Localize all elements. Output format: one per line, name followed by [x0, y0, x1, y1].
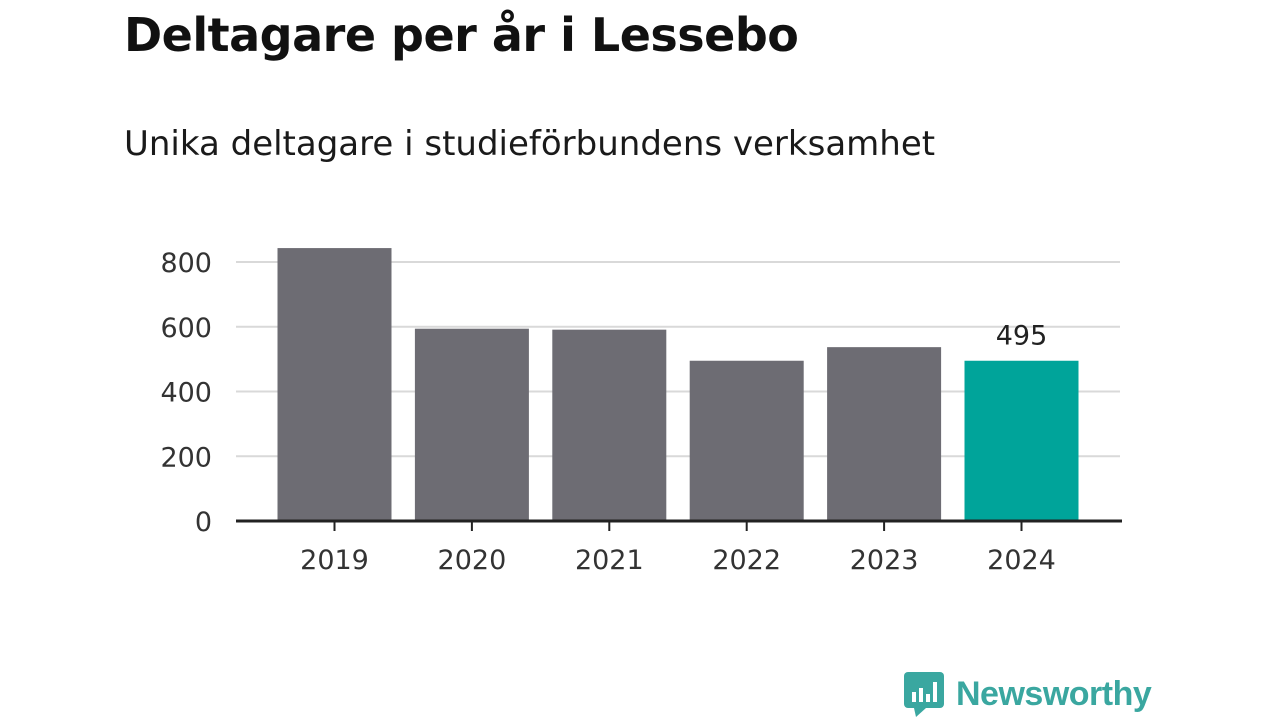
y-tick-label: 0 [195, 507, 212, 538]
bar [414, 328, 529, 521]
y-tick-label: 600 [160, 313, 212, 344]
bar [964, 360, 1079, 521]
data-label: 495 [996, 321, 1048, 352]
brand-name: Newsworthy [956, 674, 1152, 713]
bar [827, 347, 942, 521]
chart-title: Deltagare per år i Lessebo [124, 8, 799, 62]
bar [552, 329, 667, 521]
y-tick-label: 400 [160, 378, 212, 409]
x-tick-label: 2020 [438, 545, 507, 576]
x-tick-label: 2021 [575, 545, 644, 576]
x-tick-label: 2019 [300, 545, 369, 576]
x-tick-label: 2024 [987, 545, 1056, 576]
bar-chart: 0 200 400 600 800 2019 2020 2021 2022 2023 2024 495 [160, 248, 1122, 576]
newsworthy-logo-icon [904, 672, 944, 717]
x-tick-label: 2023 [850, 545, 919, 576]
x-tick-label: 2022 [712, 545, 781, 576]
bar [689, 360, 804, 521]
bar [277, 248, 392, 522]
newsworthy-brand: Newsworthy [902, 670, 1152, 718]
y-tick-label: 800 [160, 248, 212, 279]
chart-subtitle: Unika deltagare i studieförbundens verks… [124, 124, 936, 164]
y-tick-label: 200 [160, 442, 212, 473]
